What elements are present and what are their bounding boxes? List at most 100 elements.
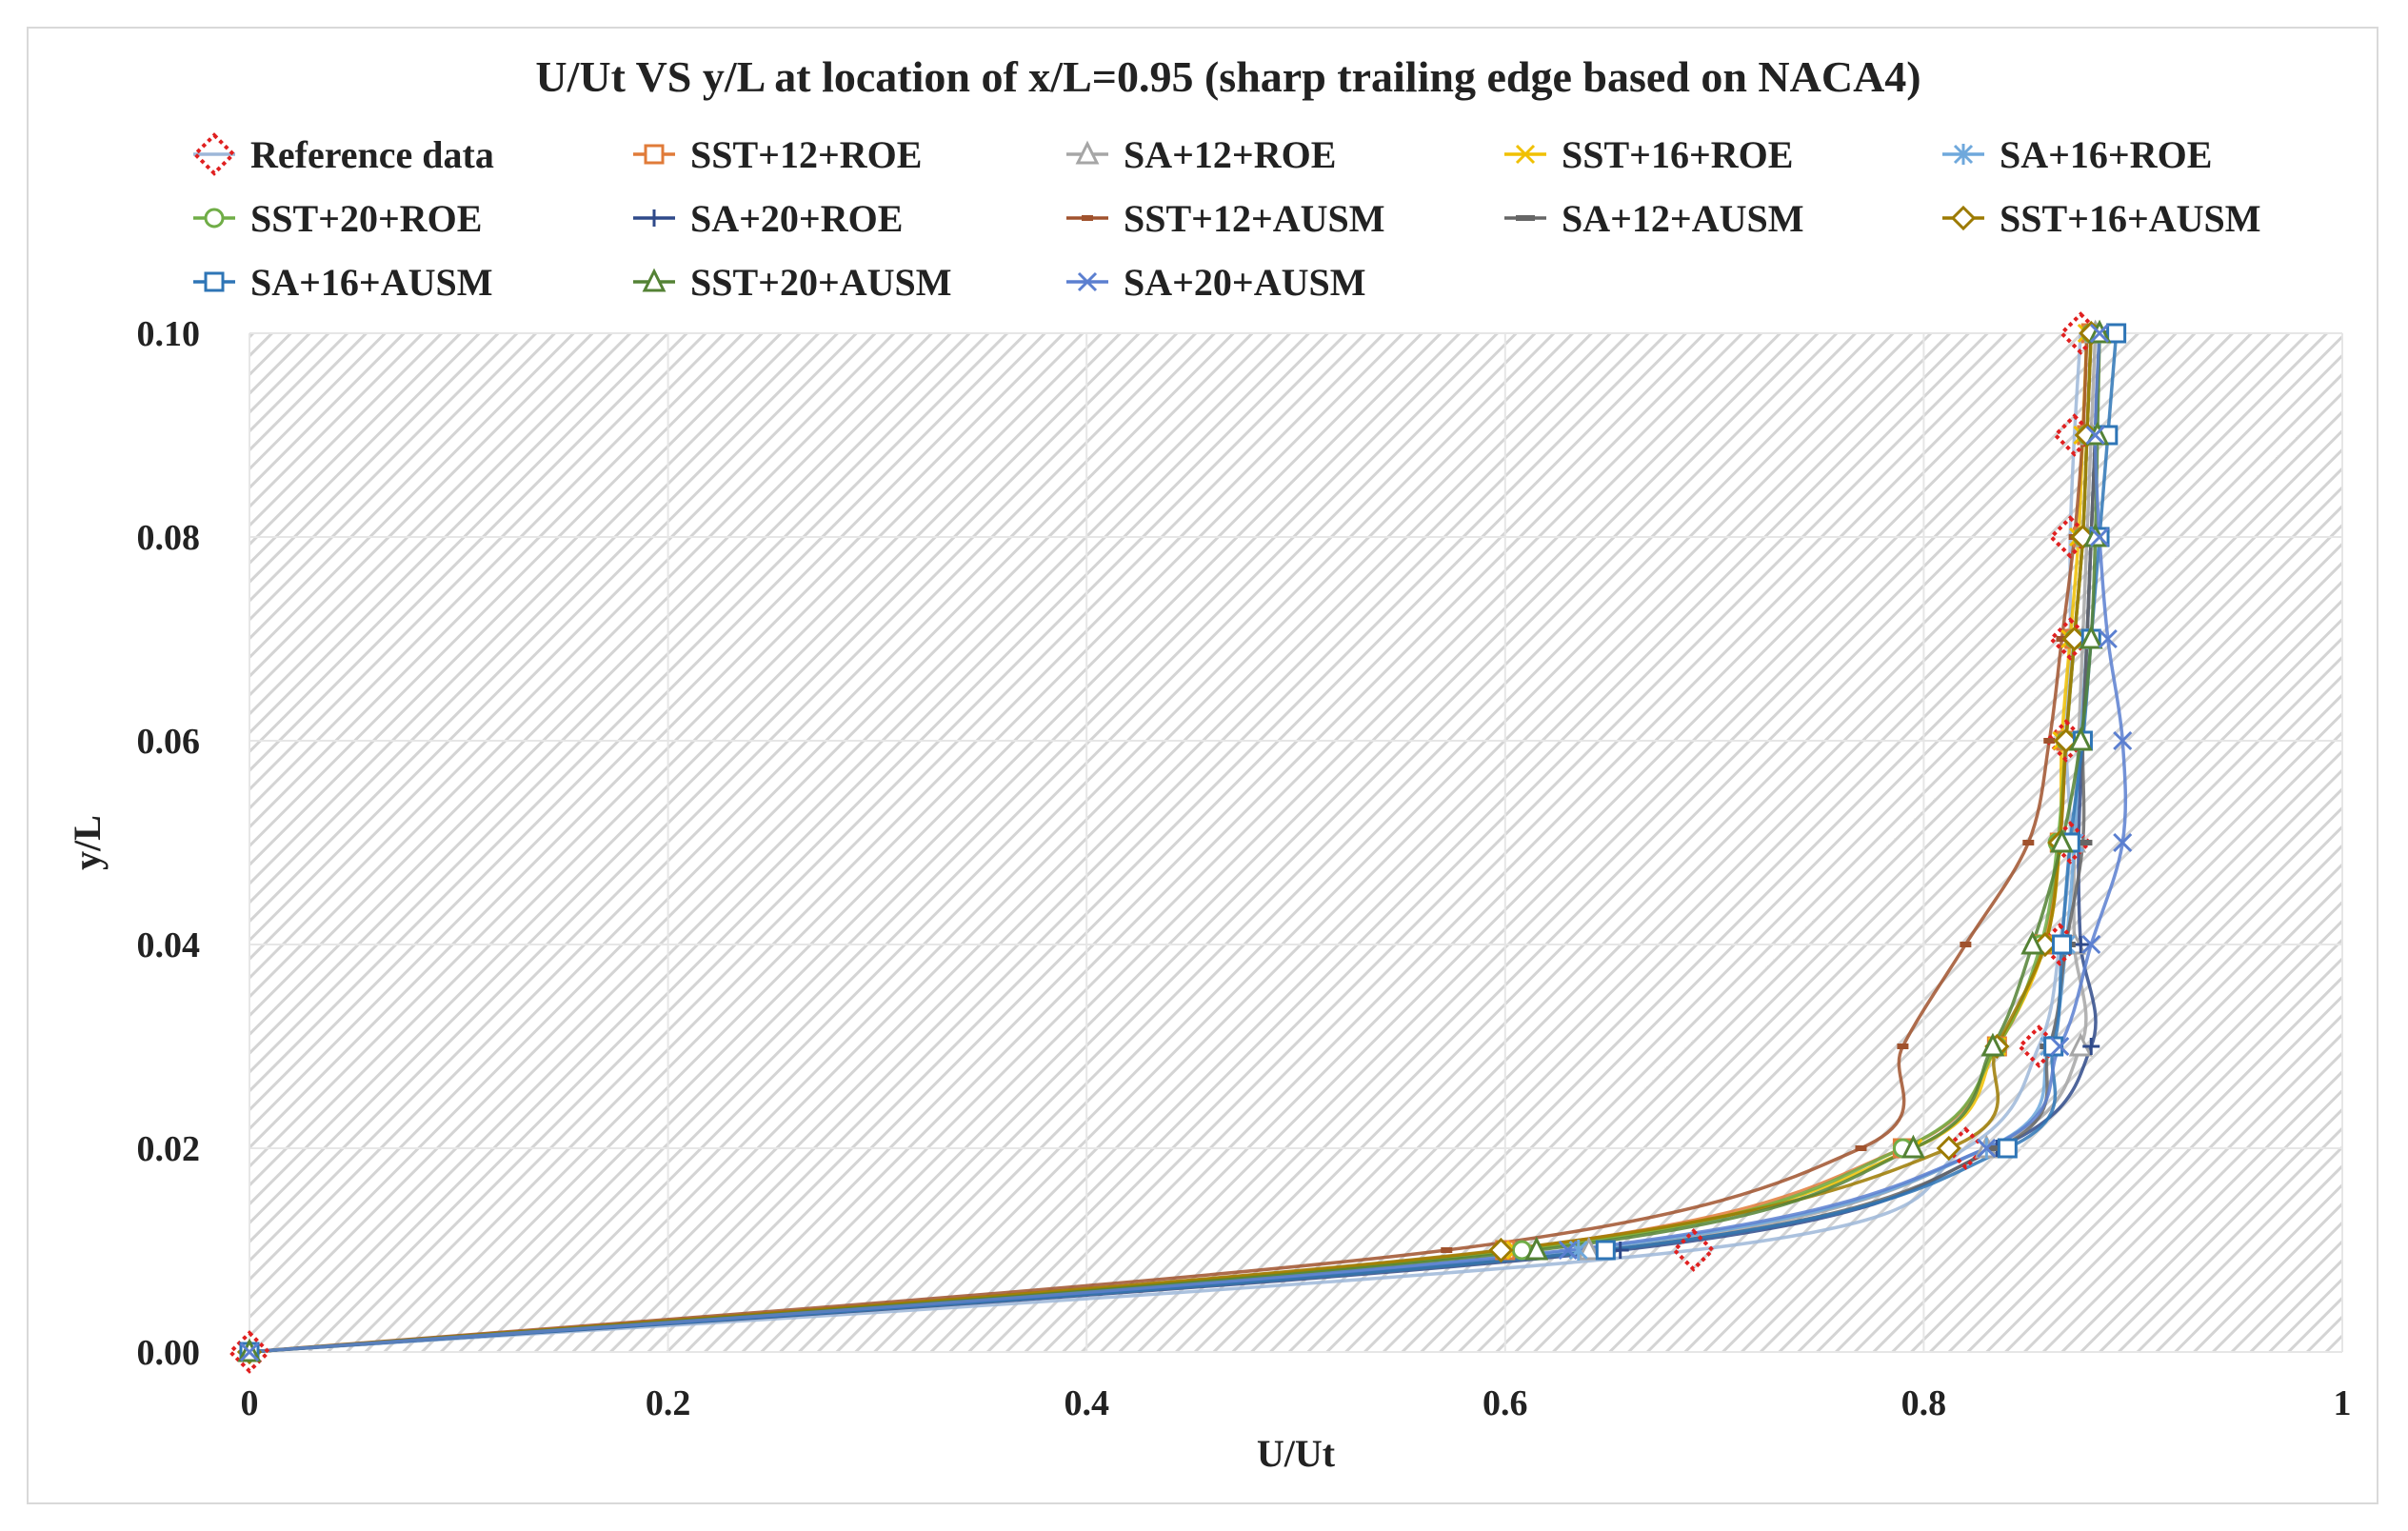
- data-point: [2113, 832, 2133, 853]
- legend-entry: SA+20+AUSM: [1066, 261, 1366, 304]
- legend-marker: [1953, 144, 1974, 165]
- legend-label: SA+20+AUSM: [1124, 261, 1366, 304]
- x-axis-title: U/Ut: [1257, 1432, 1336, 1475]
- legend-entry: SA+16+ROE: [1942, 133, 2212, 176]
- legend-marker: [1077, 271, 1098, 292]
- data-point: [1524, 1236, 1549, 1261]
- series-line-9: [249, 332, 2093, 1354]
- data-point: [1936, 1135, 1961, 1162]
- data-point: [2056, 636, 2068, 642]
- legend-entry: SA+20+ROE: [633, 197, 903, 240]
- legend-label: SST+16+ROE: [1562, 133, 1793, 176]
- y-tick-label: 0.10: [137, 314, 201, 354]
- series-line-12: [249, 332, 2128, 1354]
- data-point: [1977, 1138, 1997, 1159]
- legend-entry: SST+12+ROE: [633, 133, 922, 176]
- data-point: [2098, 628, 2118, 649]
- data-point: [1901, 1134, 1925, 1159]
- data-point: [2020, 930, 2045, 955]
- y-tick-label: 0.08: [137, 518, 201, 558]
- data-point: [2051, 934, 2072, 955]
- y-tick-label: 0.02: [137, 1129, 201, 1169]
- series-line-0: [249, 332, 2082, 1354]
- legend-entry: Reference data: [192, 132, 494, 176]
- data-point: [2043, 738, 2056, 744]
- data-point: [1980, 1032, 2005, 1057]
- data-point: [2068, 726, 2093, 751]
- data-point: [1855, 1145, 1867, 1151]
- legend-entry: SST+20+ROE: [193, 197, 482, 240]
- legend-label: SST+12+AUSM: [1124, 197, 1385, 240]
- x-tick-label: 0: [241, 1383, 259, 1423]
- y-tick-label: 0.04: [137, 925, 201, 965]
- data-point: [2081, 934, 2101, 955]
- legend-marker: [1082, 215, 1093, 221]
- legend-label: SA+20+ROE: [690, 197, 903, 240]
- legend-label: Reference data: [250, 133, 494, 176]
- data-point: [2050, 828, 2074, 853]
- x-tick-label: 1: [2334, 1383, 2352, 1423]
- x-tick-label: 0.8: [1901, 1383, 1947, 1423]
- data-point: [1595, 1240, 1616, 1261]
- data-point: [1441, 1247, 1453, 1253]
- legend-marker: [646, 209, 663, 227]
- data-point: [2106, 323, 2127, 344]
- data-point: [1558, 1240, 1578, 1261]
- legend-label: SA+12+AUSM: [1562, 197, 1804, 240]
- chart-title: U/Ut VS y/L at location of x/L=0.95 (sha…: [535, 52, 1920, 101]
- legend-entry: SST+16+ROE: [1504, 133, 1793, 176]
- data-point: [2089, 323, 2110, 344]
- data-point: [2082, 1038, 2100, 1055]
- data-point: [239, 1342, 260, 1362]
- legend-label: SA+16+AUSM: [250, 261, 493, 304]
- plot-area: [249, 333, 2342, 1352]
- y-axis-title: y/L: [66, 815, 109, 870]
- legend-marker: [642, 268, 667, 292]
- data-point: [2048, 821, 2093, 865]
- legend: Reference data SST+12+ROE SA+12+ROE SST+16+…: [192, 132, 2261, 304]
- y-tick-label: 0.06: [137, 722, 201, 762]
- x-tick-label: 0.4: [1064, 1383, 1109, 1423]
- legend-label: SST+16+AUSM: [2000, 197, 2261, 240]
- data-point: [2085, 425, 2105, 446]
- legend-marker: [192, 132, 236, 176]
- data-point: [1987, 1145, 2007, 1151]
- data-point: [2050, 1036, 2070, 1057]
- data-point: [228, 1330, 271, 1374]
- legend-marker: [204, 208, 225, 229]
- legend-entry: SST+20+AUSM: [633, 261, 952, 304]
- legend-entry: SST+16+AUSM: [1942, 197, 2261, 240]
- data-point: [2022, 840, 2035, 845]
- legend-marker: [204, 271, 225, 292]
- series-markers: [228, 311, 2133, 1374]
- data-point: [2043, 1036, 2064, 1057]
- data-point: [1960, 942, 1972, 947]
- series-line-10: [249, 332, 2119, 1354]
- legend-entry: SA+12+AUSM: [1504, 197, 1804, 240]
- legend-marker: [1075, 140, 1100, 165]
- y-axis-ticks: 0.00 0.02 0.04 0.06 0.08 0.10: [137, 314, 201, 1373]
- legend-label: SST+12+ROE: [690, 133, 922, 176]
- legend-label: SST+20+ROE: [250, 197, 482, 240]
- data-point: [1488, 1237, 1514, 1263]
- legend-entry: SA+12+ROE: [1066, 133, 1336, 176]
- series-lines: [249, 332, 2128, 1354]
- x-tick-label: 0.2: [646, 1383, 691, 1423]
- y-tick-label: 0.00: [137, 1333, 201, 1373]
- legend-entry: SA+16+AUSM: [193, 261, 493, 304]
- data-point: [1997, 1138, 2018, 1159]
- data-point: [2079, 625, 2103, 649]
- legend-marker: [644, 144, 665, 165]
- data-point: [1897, 1044, 1909, 1049]
- data-point: [2113, 730, 2133, 751]
- data-point: [2089, 527, 2110, 547]
- legend-label: SST+20+AUSM: [690, 261, 952, 304]
- legend-marker: [1950, 205, 1977, 231]
- x-tick-label: 0.6: [1483, 1383, 1528, 1423]
- legend-label: SA+12+ROE: [1124, 133, 1336, 176]
- legend-entry: SST+12+AUSM: [1066, 197, 1385, 240]
- data-point: [1671, 1228, 1716, 1272]
- legend-marker: [1515, 144, 1536, 165]
- legend-marker: [1516, 215, 1535, 221]
